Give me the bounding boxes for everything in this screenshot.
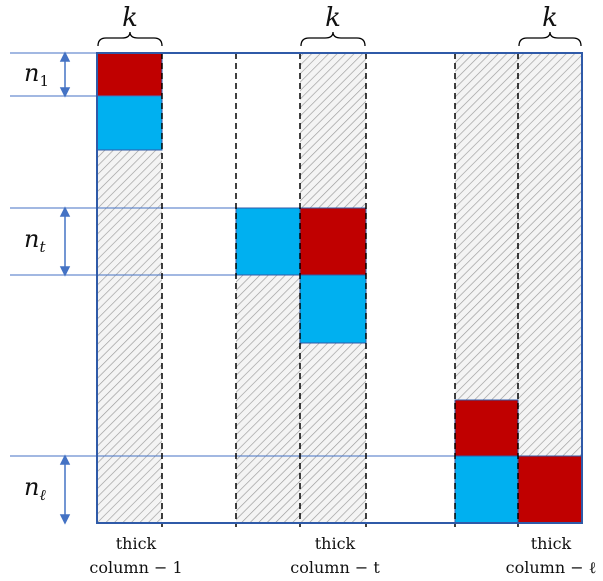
column-label-t-line2: column − t (290, 558, 380, 577)
hatched-region-colt-right (300, 343, 366, 523)
hatched-region-col1 (97, 150, 162, 523)
hatched-region-colt-top (300, 53, 366, 208)
red-block-colt (299, 207, 367, 276)
column-label-1: thick column − 1 (61, 532, 211, 580)
column-label-l-line1: thick (530, 534, 572, 553)
hatched-region-colt-left (236, 275, 300, 523)
red-block-coll-upper (454, 399, 519, 457)
column-label-t-line1: thick (314, 534, 356, 553)
red-block-col1 (96, 52, 163, 97)
k-braces (97, 31, 582, 47)
blue-block-colt-lower (299, 274, 367, 344)
row-label-n1: n1 (24, 59, 49, 90)
red-block-coll-lower (517, 455, 583, 524)
row-label-nl: nℓ (24, 473, 46, 504)
blue-block-colt (235, 207, 301, 276)
hatched-region-coll-left (455, 53, 518, 400)
row-height-arrows (59, 51, 71, 525)
column-label-1-line2: column − 1 (89, 558, 183, 577)
k-label-col1: k (122, 3, 138, 33)
row-guide-lines (10, 52, 455, 457)
column-dashed-lines (161, 53, 519, 527)
blue-block-col1 (96, 95, 163, 151)
column-label-l: thick column − ℓ (476, 532, 603, 580)
row-label-nt: nt (24, 225, 46, 256)
matrix-frame (96, 52, 583, 524)
column-label-t: thick column − t (260, 532, 410, 580)
k-label-colt: k (325, 3, 341, 33)
column-label-l-line2: column − ℓ (505, 558, 597, 577)
k-label-coll: k (542, 3, 558, 33)
column-label-1-line1: thick (115, 534, 157, 553)
blue-block-coll (454, 455, 519, 524)
hatched-region-coll-right (518, 53, 582, 456)
